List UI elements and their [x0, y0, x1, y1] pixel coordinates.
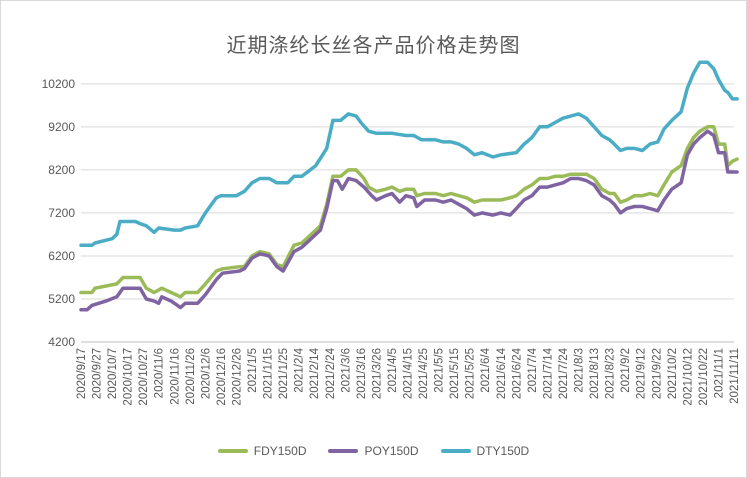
x-tick-label: 2020/12/26 [231, 348, 243, 406]
x-tick-label: 2021/5/15 [449, 348, 461, 399]
x-tick-label: 2021/11/11 [729, 348, 741, 404]
x-tick-label: 2020/11/6 [154, 348, 166, 398]
x-tick-label: 2021/11/1 [713, 348, 725, 398]
y-tick-label: 9200 [48, 120, 75, 134]
x-tick-label: 2020/11/16 [169, 348, 181, 405]
x-tick-label: 2021/3/16 [356, 348, 368, 399]
legend: FDY150D POY150D DTY150D [1, 444, 746, 458]
x-tick-label: 2021/7/14 [542, 347, 554, 399]
y-tick-label: 4200 [48, 335, 75, 349]
x-tick-label: 2021/8/13 [589, 348, 601, 399]
x-tick-label: 2021/6/4 [480, 347, 492, 392]
legend-item-dty150d: DTY150D [440, 444, 530, 458]
x-tick-label: 2021/4/5 [387, 348, 399, 393]
x-tick-label: 2021/3/6 [340, 348, 352, 393]
x-tick-label: 2021/10/2 [667, 348, 679, 399]
legend-label: POY150D [364, 444, 419, 458]
x-tick-label: 2021/8/23 [605, 348, 617, 399]
legend-swatch [440, 449, 471, 453]
y-tick-label: 8200 [48, 163, 75, 177]
legend-item-poy150d: POY150D [328, 444, 419, 458]
x-tick-label: 2021/2/14 [309, 347, 321, 399]
x-tick-label: 2021/8/3 [574, 348, 586, 393]
x-tick-label: 2020/12/16 [216, 348, 228, 406]
x-tick-label: 2021/6/24 [511, 347, 523, 399]
x-tick-label: 2021/4/25 [418, 348, 430, 399]
y-axis-ticks: 4200 5200 6200 7200 8200 9200 10200 [42, 77, 76, 349]
x-tick-label: 2021/5/5 [434, 348, 446, 393]
x-tick-label: 2020/12/6 [200, 348, 212, 399]
x-tick-label: 2021/10/12 [682, 348, 694, 406]
legend-label: DTY150D [476, 444, 530, 458]
x-tick-label: 2021/9/12 [636, 348, 648, 399]
x-tick-label: 2021/7/4 [527, 347, 539, 392]
gridlines [81, 83, 734, 343]
x-tick-label: 2021/9/2 [620, 348, 632, 393]
x-tick-label: 2021/9/22 [651, 348, 663, 399]
y-tick-label: 7200 [48, 206, 75, 220]
x-tick-label: 2020/9/17 [76, 348, 88, 399]
x-axis-ticks: 2020/9/17 2020/9/27 2020/10/7 2020/10/17 202… [76, 347, 741, 405]
series-line-fdy150d [79, 125, 739, 299]
x-tick-label: 2021/7/24 [558, 347, 570, 399]
x-tick-label: 2021/2/24 [325, 347, 337, 399]
x-tick-label: 2021/1/5 [247, 348, 259, 393]
x-tick-label: 2020/9/27 [92, 348, 104, 399]
x-tick-label: 2020/11/26 [185, 348, 197, 405]
x-tick-label: 2020/10/7 [107, 348, 119, 399]
x-tick-label: 2020/10/17 [123, 348, 135, 406]
x-tick-label: 2021/5/25 [465, 348, 477, 399]
x-tick-label: 2021/2/4 [294, 347, 306, 392]
x-tick-label: 2021/10/22 [698, 348, 710, 406]
x-tick-label: 2020/10/27 [138, 348, 150, 406]
legend-swatch [217, 449, 248, 453]
series-lines [79, 60, 739, 312]
series-line-dty150d [79, 60, 739, 247]
chart-title: 近期涤纶长丝各产品价格走势图 [226, 33, 521, 57]
y-tick-label: 6200 [48, 249, 75, 263]
legend-item-fdy150d: FDY150D [217, 444, 307, 458]
y-tick-label: 10200 [42, 77, 76, 91]
legend-label: FDY150D [253, 444, 307, 458]
series-line-poy150d [79, 129, 739, 312]
legend-swatch [328, 449, 359, 453]
y-tick-label: 5200 [48, 292, 75, 306]
x-tick-label: 2021/4/15 [403, 348, 415, 399]
x-tick-label: 2021/1/15 [263, 348, 275, 399]
x-tick-label: 2021/1/25 [278, 348, 290, 399]
x-tick-label: 2021/3/26 [371, 348, 383, 399]
x-tick-label: 2021/6/14 [496, 347, 508, 399]
